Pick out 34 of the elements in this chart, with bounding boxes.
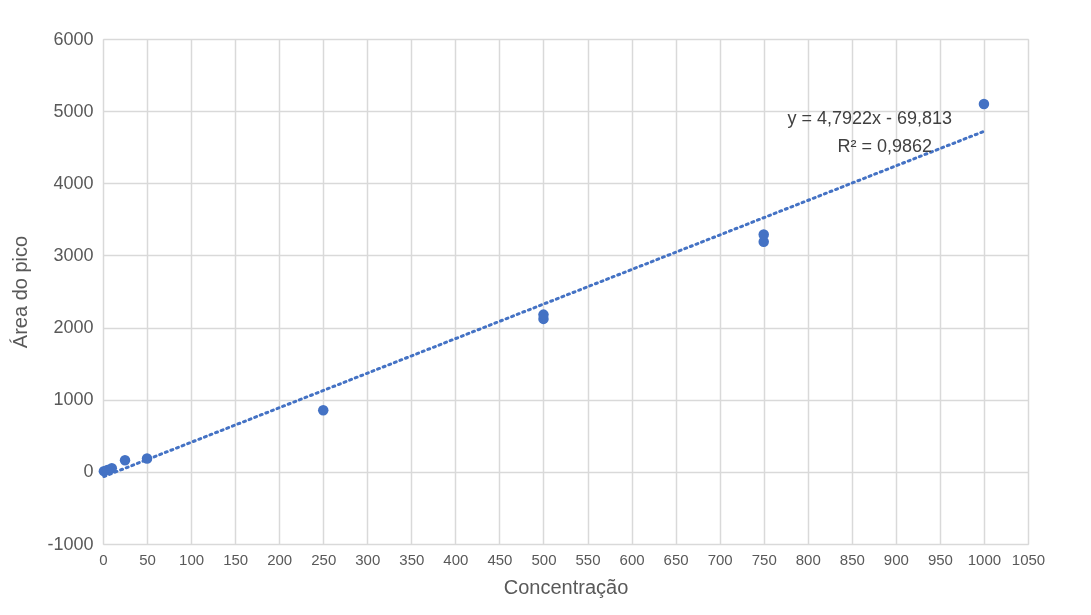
x-tick-label: 0 <box>99 550 108 568</box>
y-tick-label: 1000 <box>53 389 94 410</box>
y-tick-label: 2000 <box>53 317 94 338</box>
x-tick-label: 250 <box>311 550 337 568</box>
x-tick-label: 400 <box>443 550 469 568</box>
x-tick-label: 500 <box>531 550 557 568</box>
y-tick-label: 6000 <box>53 28 94 49</box>
annotation: y = 4,7922x - 69,813 <box>787 108 952 128</box>
x-tick-label: 450 <box>487 550 513 568</box>
x-tick-label: 1050 <box>1011 550 1046 568</box>
x-tick-label: 300 <box>355 550 381 568</box>
y-axis-title: Área do pico <box>9 235 32 349</box>
annotation: R² = 0,9862 <box>837 136 932 156</box>
y-tick-label: 4000 <box>53 172 94 193</box>
x-tick-label: 600 <box>619 550 645 568</box>
y-tick-label: 3000 <box>53 244 94 265</box>
y-tick-label: 0 <box>83 461 94 482</box>
x-tick-label: 750 <box>751 550 777 568</box>
x-tick-label: 550 <box>575 550 601 568</box>
x-tick-label: 50 <box>139 550 156 568</box>
x-tick-label: 950 <box>927 550 953 568</box>
x-tick-label: 850 <box>839 550 865 568</box>
x-tick-label: 200 <box>267 550 293 568</box>
y-tick-label: -1000 <box>47 533 94 554</box>
x-tick-label: 900 <box>883 550 909 568</box>
x-tick-label: 650 <box>663 550 689 568</box>
x-tick-label: 150 <box>223 550 249 568</box>
x-tick-label: 350 <box>399 550 425 568</box>
x-tick-label: 1000 <box>967 550 1002 568</box>
x-tick-label: 100 <box>179 550 205 568</box>
x-tick-label: 800 <box>795 550 821 568</box>
x-tick-label: 700 <box>707 550 733 568</box>
y-tick-label: 5000 <box>53 100 94 121</box>
x-axis-title: Concentração <box>503 575 629 598</box>
